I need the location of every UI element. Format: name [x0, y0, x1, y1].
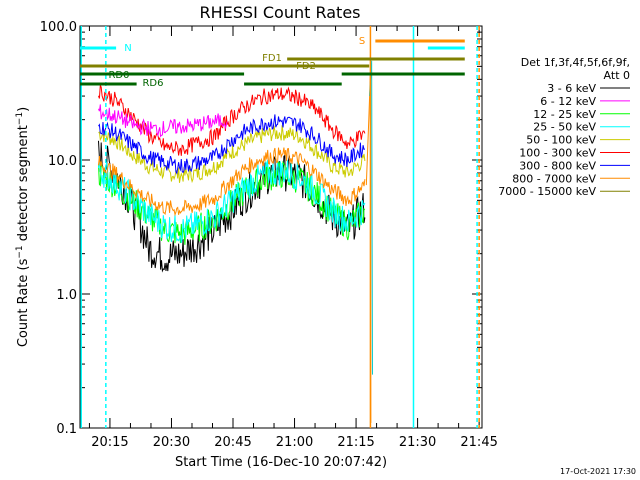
legend-label-4: 50 - 100 keV	[526, 134, 596, 147]
state-label-n: N	[124, 43, 131, 54]
series-line-6	[98, 114, 366, 175]
state-label-fd1: FD1	[262, 53, 282, 64]
legend-label-2: 12 - 25 keV	[533, 108, 596, 121]
series-layer	[98, 60, 373, 423]
legend-title: Det 1f,3f,4f,5f,6f,9f,	[521, 56, 630, 69]
state-label-fd2: FD2	[296, 61, 316, 72]
x-tick-label-5: 21:30	[399, 435, 436, 450]
y-tick-label-0: 0.1	[56, 422, 77, 437]
timestamp: 17-Oct-2021 17:30	[560, 467, 636, 476]
chart-title: RHESSI Count Rates	[200, 3, 361, 22]
legend: Det 1f,3f,4f,5f,6f,9f, Att 0 3 - 6 keV6 …	[498, 56, 630, 198]
legend-label-6: 300 - 800 keV	[519, 159, 596, 172]
series-line-3	[98, 158, 366, 244]
x-tick-label-0: 20:15	[91, 435, 128, 450]
series-line-1	[98, 104, 228, 138]
legend-label-1: 6 - 12 keV	[540, 95, 596, 108]
state-label-rd6: RD6	[142, 78, 163, 89]
x-axis-label: Start Time (16-Dec-10 20:07:42)	[175, 455, 387, 470]
x-axis-ticks: 20:15 20:30 20:45 21:00 21:15 21:30 21:45	[88, 26, 498, 450]
plot-frame	[79, 25, 483, 429]
x-tick-label-3: 21:00	[276, 435, 313, 450]
y-tick-label-3: 100.0	[40, 20, 77, 35]
legend-label-7: 800 - 7000 keV	[512, 172, 596, 185]
legend-label-8: 7000 - 15000 keV	[498, 185, 596, 198]
series-line-2	[98, 160, 366, 245]
x-tick-label-1: 20:30	[153, 435, 190, 450]
y-tick-label-1: 1.0	[56, 288, 77, 303]
x-tick-label-2: 20:45	[214, 435, 251, 450]
state-label-rd0: RD0	[108, 70, 129, 81]
legend-label-0: 3 - 6 keV	[547, 82, 596, 95]
y-axis-label: Count Rate (s−1 detector segment−1)	[15, 107, 31, 347]
series-line-4	[98, 125, 366, 184]
x-tick-label-6: 21:45	[460, 435, 497, 450]
legend-label-3: 25 - 50 keV	[533, 121, 596, 134]
legend-att: Att 0	[604, 69, 630, 82]
legend-label-5: 100 - 300 keV	[519, 147, 596, 160]
x-tick-label-4: 21:15	[337, 435, 374, 450]
series-line-7	[98, 147, 366, 217]
y-tick-label-2: 10.0	[48, 154, 77, 169]
annotation-layer: N S FD1 FD2 RD0 RD6	[80, 26, 480, 428]
state-label-s: S	[359, 36, 365, 47]
